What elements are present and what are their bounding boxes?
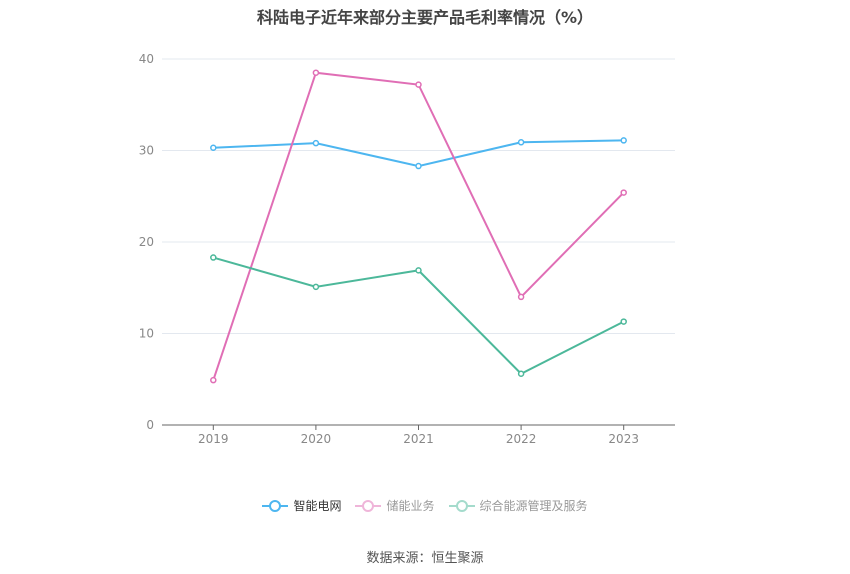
chart-title: 科陆电子近年来部分主要产品毛利率情况（%）: [256, 8, 594, 27]
legend: 智能电网 储能业务 综合能源管理及服务: [0, 497, 850, 514]
data-point: [210, 254, 217, 261]
data-point: [517, 370, 525, 378]
x-tick-label: 2019: [198, 432, 229, 446]
y-tick-label: 40: [139, 52, 154, 66]
data-point: [415, 81, 422, 88]
legend-item[interactable]: 智能电网: [262, 497, 341, 514]
y-tick-label: 20: [139, 235, 154, 249]
series-line: [213, 139, 624, 168]
legend-marker-icon: [448, 499, 475, 512]
data-point: [210, 144, 217, 152]
data-point: [312, 69, 320, 76]
data-point: [620, 189, 627, 196]
x-tick-label: 2023: [608, 432, 639, 446]
data-source: 数据来源：恒生聚源: [366, 551, 484, 566]
data-point: [210, 376, 217, 384]
legend-label: 储能业务: [386, 499, 435, 513]
y-tick-label: 10: [139, 327, 154, 341]
legend-item[interactable]: 综合能源管理及服务: [448, 497, 588, 514]
data-point: [312, 139, 320, 147]
series-line: [212, 71, 625, 381]
data-point: [415, 162, 422, 170]
data-point: [620, 137, 627, 144]
legend-label: 智能电网: [293, 499, 342, 513]
legend-marker-icon: [355, 499, 382, 512]
data-point: [415, 267, 422, 274]
y-tick-label: 0: [146, 418, 154, 432]
x-tick-label: 2022: [506, 432, 537, 446]
x-tick-label: 2020: [301, 432, 332, 446]
legend-label: 综合能源管理及服务: [479, 499, 588, 513]
legend-marker-icon: [262, 499, 289, 512]
data-point: [312, 283, 320, 291]
line-chart: 0 10 20 30 40 2019 2020 2021 2022 2023: [139, 52, 675, 446]
legend-item[interactable]: 储能业务: [355, 497, 435, 514]
y-tick-label: 30: [139, 144, 154, 158]
data-point: [517, 293, 525, 301]
x-tick-label: 2021: [403, 432, 434, 446]
data-point: [620, 318, 627, 325]
data-point: [517, 139, 525, 146]
series-line: [213, 256, 625, 375]
